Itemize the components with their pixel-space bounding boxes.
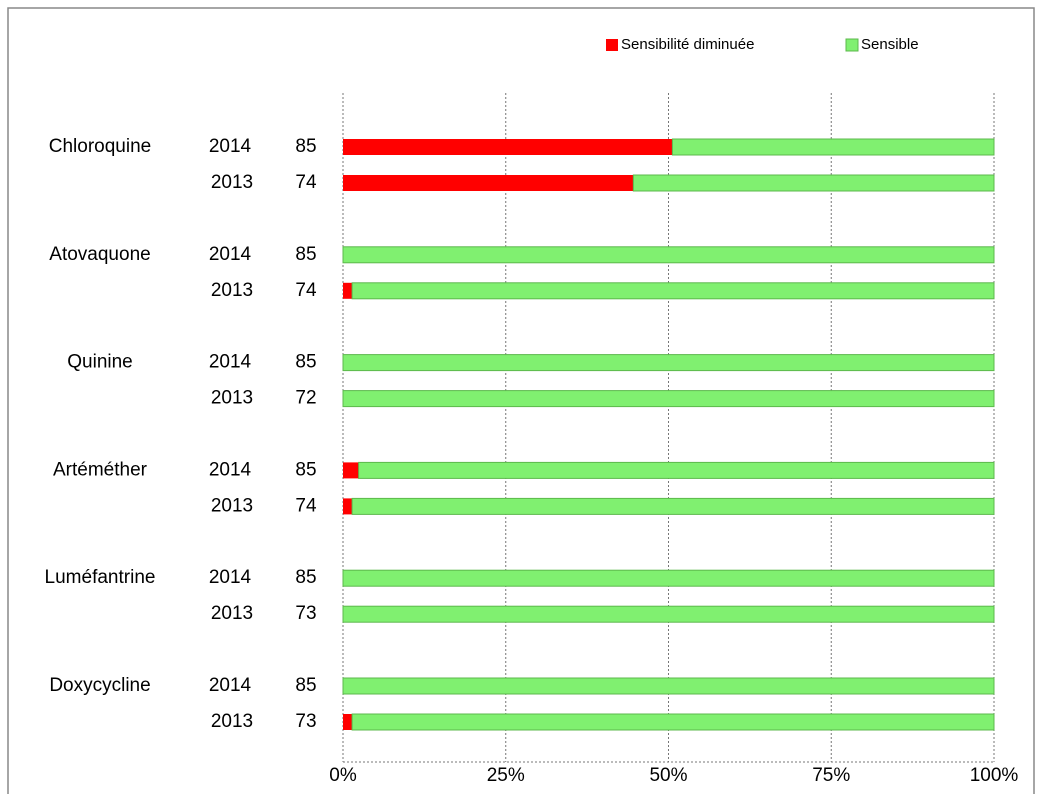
group-label: Atovaquone (49, 244, 150, 265)
bar-segment (343, 498, 353, 515)
x-tick-label: 25% (487, 765, 525, 786)
bar-segment (351, 282, 995, 300)
bar-segment (343, 462, 359, 479)
bar-segment (342, 677, 995, 695)
bar-segment (358, 461, 995, 479)
group-label: Doxycycline (49, 675, 150, 696)
group-label: Quinine (67, 352, 133, 373)
bar-segment (632, 174, 995, 192)
bar-segment (343, 139, 673, 155)
chart-border (7, 7, 1035, 794)
x-tick-label: 75% (812, 765, 850, 786)
bar-segment (342, 605, 995, 623)
bar-segment (671, 138, 995, 156)
count-label: 85 (295, 675, 316, 696)
x-tick-label: 50% (649, 765, 687, 786)
count-label: 85 (295, 567, 316, 588)
bar-segment (342, 569, 995, 587)
bar-segment (342, 390, 995, 408)
legend-label: Sensible (861, 36, 919, 53)
legend-label: Sensibilité diminuée (621, 36, 754, 53)
count-label: 72 (295, 388, 316, 409)
count-label: 74 (295, 495, 317, 516)
count-label: 85 (295, 459, 316, 480)
group-label: Artéméther (53, 459, 148, 480)
bar-segment (343, 714, 353, 730)
bar-segment (342, 354, 995, 372)
bar-segment (343, 175, 634, 191)
bar-segment (351, 713, 995, 731)
y-tick-label: 2014 (209, 136, 252, 157)
y-tick-label: 2014 (209, 675, 252, 696)
count-label: 85 (295, 352, 316, 373)
bar-segment (343, 282, 353, 299)
bar-segment (351, 497, 995, 515)
count-label: 73 (295, 603, 316, 624)
y-tick-label: 2013 (211, 495, 253, 516)
y-tick-label: 2013 (211, 603, 253, 624)
count-label: 85 (295, 244, 316, 265)
y-tick-label: 2013 (211, 711, 253, 732)
count-label: 74 (295, 172, 317, 193)
legend-swatch (845, 38, 859, 52)
count-label: 85 (295, 136, 316, 157)
x-tick-label: 0% (329, 765, 357, 786)
count-label: 73 (295, 711, 316, 732)
group-label: Luméfantrine (45, 567, 156, 588)
legend-swatch (606, 39, 618, 51)
y-tick-label: 2014 (209, 244, 252, 265)
count-label: 74 (295, 280, 317, 301)
y-tick-label: 2013 (211, 388, 253, 409)
y-tick-label: 2014 (209, 567, 252, 588)
group-label: Chloroquine (49, 136, 151, 157)
x-tick-label: 100% (970, 765, 1019, 786)
y-tick-label: 2013 (211, 172, 253, 193)
y-tick-label: 2014 (209, 352, 252, 373)
bar-segment (342, 246, 995, 264)
y-tick-label: 2014 (209, 459, 252, 480)
y-tick-label: 2013 (211, 280, 253, 301)
